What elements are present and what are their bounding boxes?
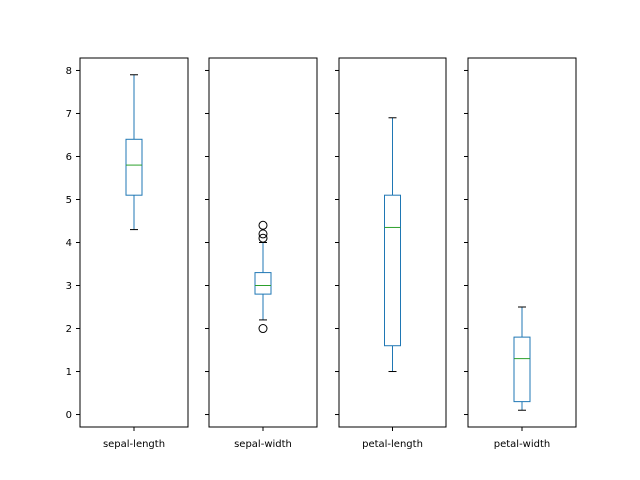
panels: 0 1 2 3 4 5 6 7 8 sepal-length sepal-width petal-le… <box>66 57 577 450</box>
y-tick-label: 8 <box>66 66 72 77</box>
outlier-point <box>258 233 268 243</box>
x-category-label: sepal-width <box>234 439 292 450</box>
y-tick-label: 3 <box>66 281 72 292</box>
y-tick-label: 7 <box>66 109 72 120</box>
outlier-point <box>258 324 268 334</box>
panel-sepal-width: sepal-width <box>205 57 318 450</box>
panel-petal-length: petal-length <box>335 57 447 450</box>
x-category-label: petal-length <box>362 439 423 450</box>
panel-petal-width: petal-width <box>464 57 577 450</box>
box-iqr <box>125 138 143 196</box>
box-iqr <box>384 194 401 347</box>
x-category-label: sepal-length <box>103 439 165 450</box>
box-iqr <box>254 272 272 295</box>
y-tick-label: 4 <box>66 238 72 249</box>
y-tick-label: 6 <box>66 152 72 163</box>
outlier-point <box>258 220 268 230</box>
panel-sepal-length: 0 1 2 3 4 5 6 7 8 sepal-length <box>66 57 189 450</box>
y-tick-label: 5 <box>66 195 72 206</box>
box-iqr <box>513 336 531 403</box>
x-category-label: petal-width <box>494 439 551 450</box>
y-tick-label: 2 <box>66 324 72 335</box>
y-tick-label: 0 <box>66 410 72 421</box>
y-tick-label: 1 <box>66 367 72 378</box>
outlier-point <box>258 229 268 239</box>
